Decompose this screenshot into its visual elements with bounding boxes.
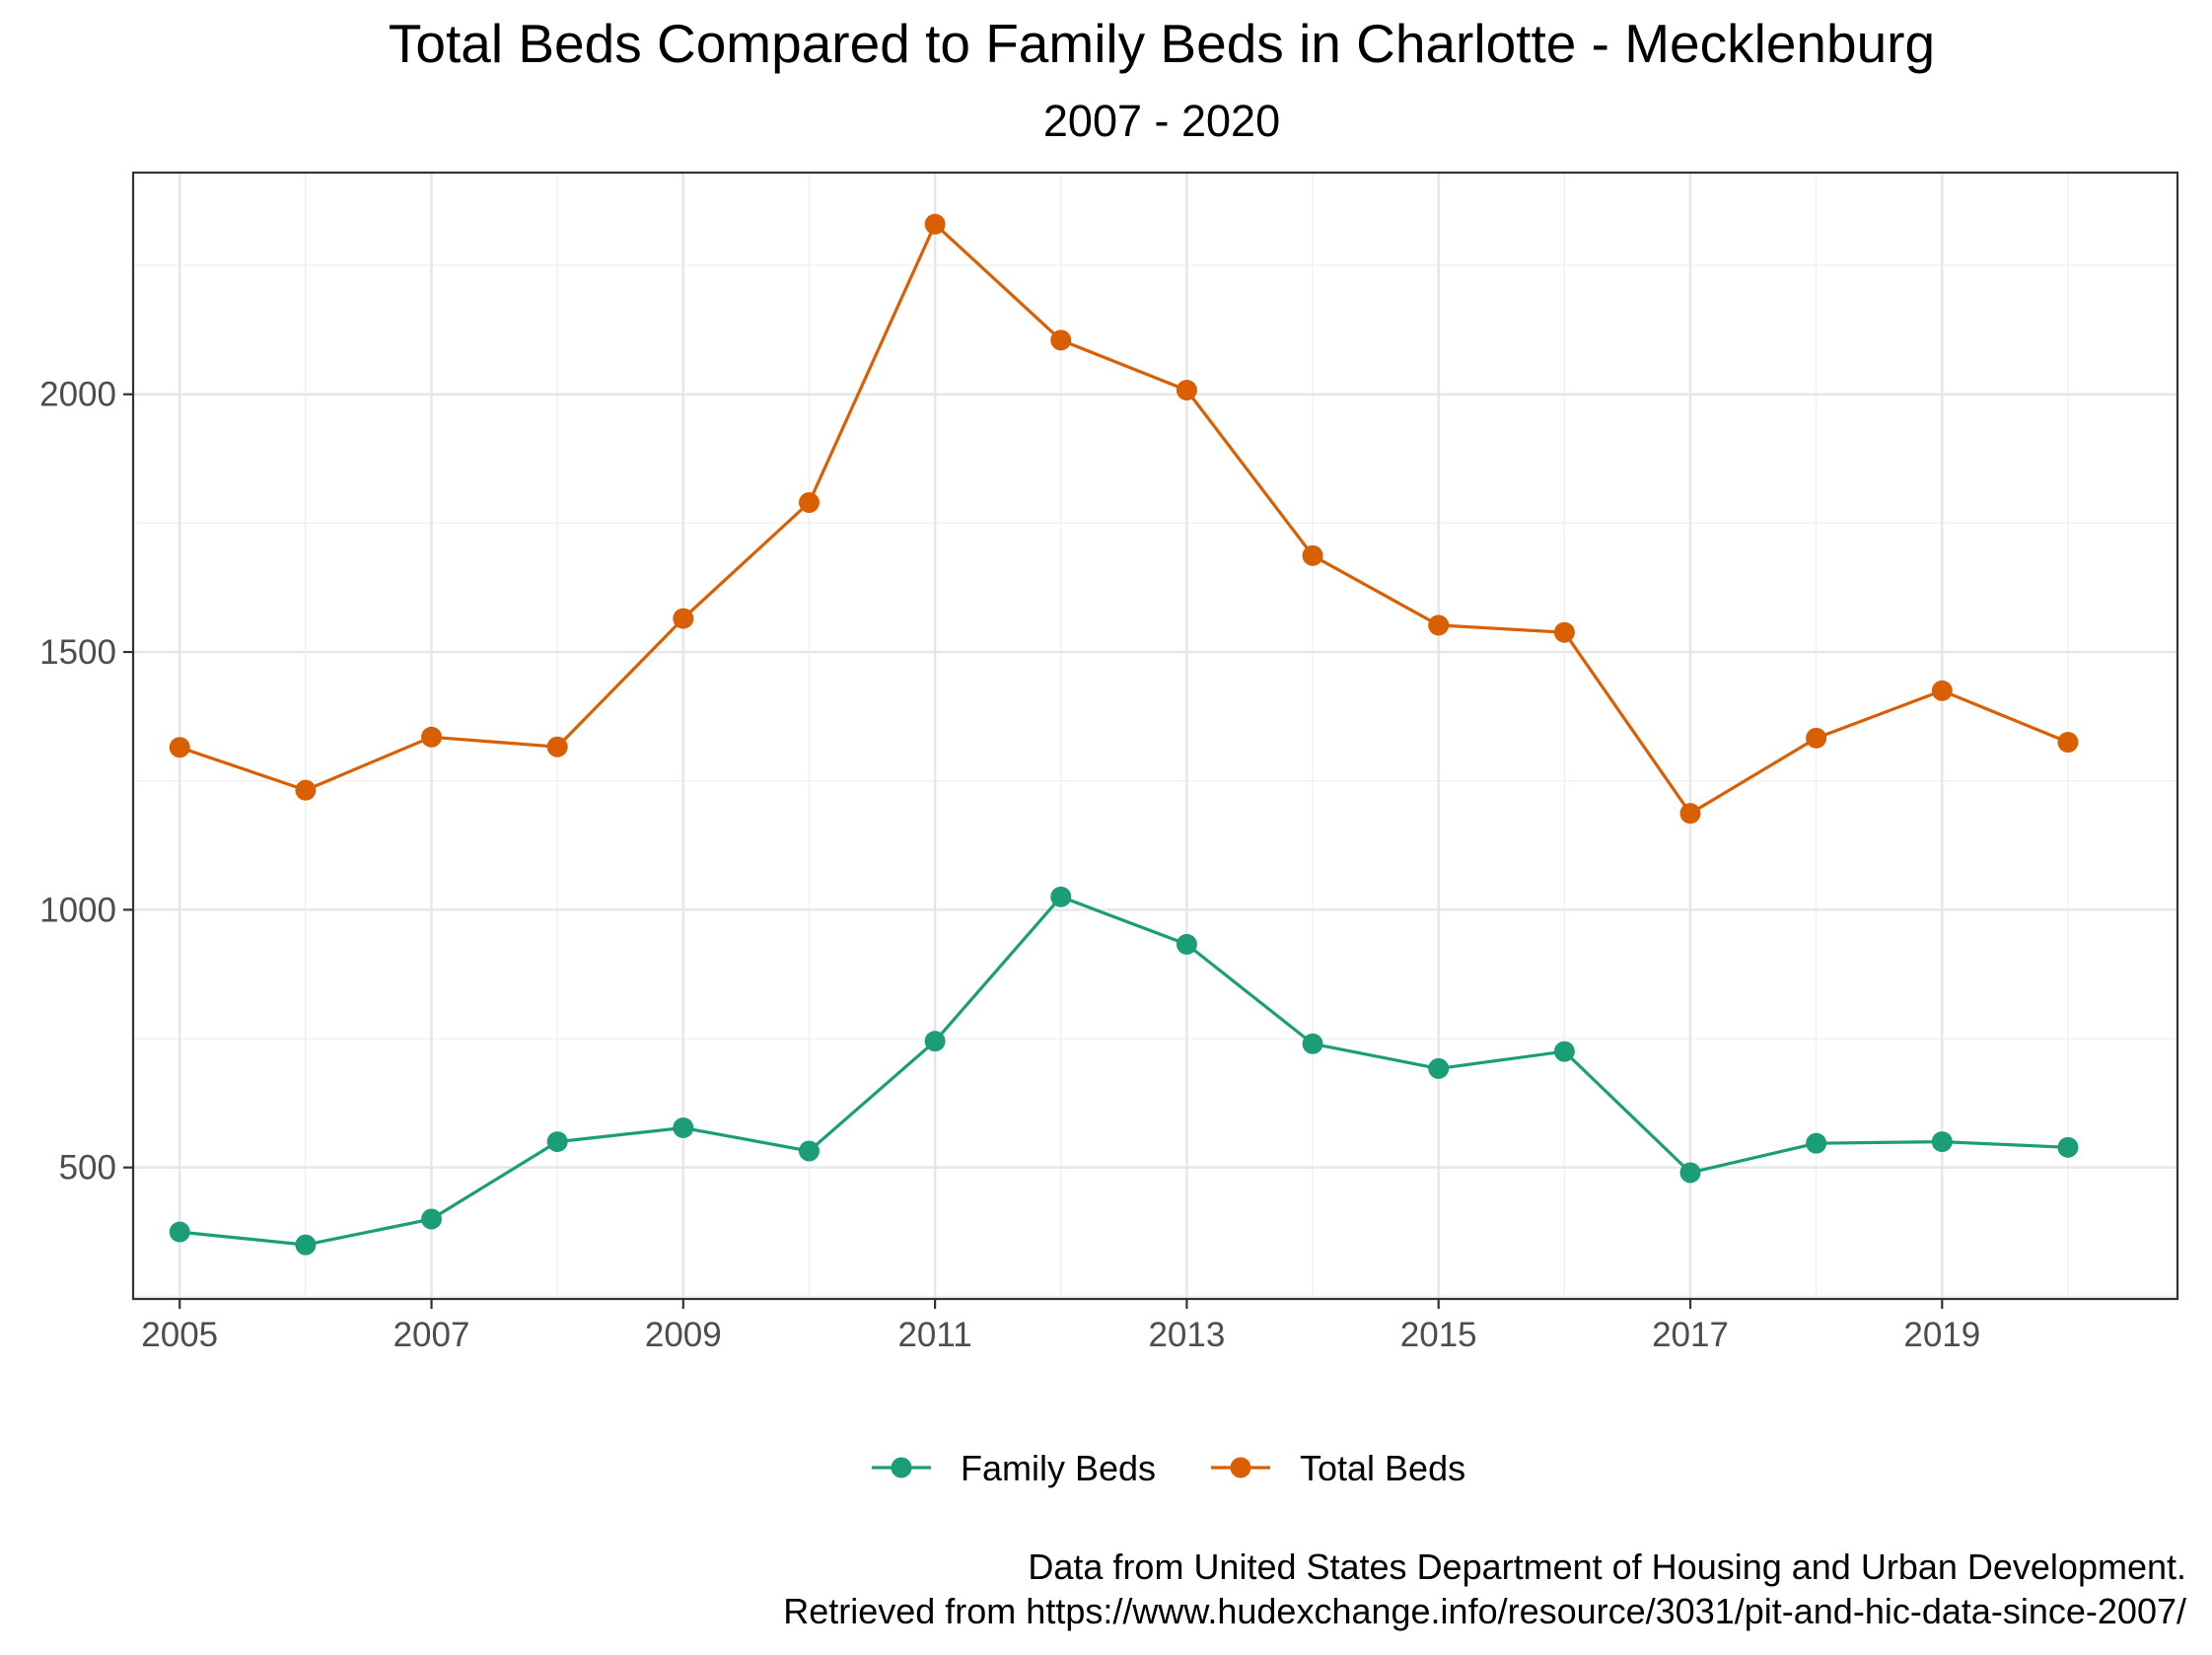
data-point-total-beds [295, 779, 317, 801]
data-point-family-beds [924, 1031, 946, 1052]
x-tick-label: 2005 [141, 1316, 218, 1354]
x-tick-label: 2017 [1652, 1316, 1729, 1354]
major-gridlines [133, 173, 2177, 1299]
data-point-family-beds [1806, 1132, 1827, 1154]
legend-item-total-beds: Total Beds [1211, 1448, 1465, 1488]
data-point-total-beds [1428, 614, 1450, 636]
chart-title: Total Beds Compared to Family Beds in Ch… [389, 13, 1935, 74]
series-family-beds [169, 886, 2079, 1256]
data-point-total-beds [1176, 380, 1197, 401]
y-tick-label: 1000 [39, 891, 116, 929]
legend-label: Total Beds [1300, 1448, 1465, 1488]
data-point-total-beds [1679, 803, 1701, 825]
data-point-family-beds [1679, 1162, 1701, 1184]
x-tick-label: 2009 [645, 1316, 722, 1354]
data-point-family-beds [295, 1234, 317, 1256]
data-point-family-beds [546, 1131, 568, 1153]
caption-line-1: Data from United States Department of Ho… [1028, 1547, 2186, 1587]
data-point-total-beds [169, 737, 190, 758]
data-point-family-beds [1050, 886, 1072, 907]
legend-item-family-beds: Family Beds [872, 1448, 1156, 1488]
legend-label: Family Beds [961, 1448, 1156, 1488]
data-point-total-beds [924, 213, 946, 235]
data-point-family-beds [2057, 1136, 2079, 1158]
x-tick-label: 2011 [897, 1316, 971, 1354]
data-point-total-beds [1931, 680, 1953, 701]
legend-key-point [1230, 1457, 1251, 1478]
legend: Family Beds Total Beds [872, 1448, 1465, 1488]
data-point-family-beds [1931, 1131, 1953, 1153]
data-point-total-beds [421, 726, 443, 748]
data-point-total-beds [673, 608, 694, 629]
data-point-family-beds [1176, 933, 1197, 955]
x-tick-label: 2013 [1148, 1316, 1225, 1354]
data-point-family-beds [169, 1221, 190, 1243]
y-tick-label: 2000 [39, 376, 116, 414]
y-tick-label: 1500 [39, 633, 116, 672]
data-point-total-beds [1553, 621, 1575, 643]
series-total-beds [169, 213, 2079, 825]
x-tick-label: 2015 [1400, 1316, 1477, 1354]
data-point-family-beds [1553, 1041, 1575, 1062]
data-point-total-beds [1806, 727, 1827, 749]
caption-line-2: Retrieved from https://www.hudexchange.i… [783, 1591, 2186, 1631]
data-point-family-beds [798, 1140, 820, 1162]
plot-border [131, 171, 2179, 1301]
x-tick-label: 2007 [393, 1316, 470, 1354]
data-point-family-beds [1302, 1033, 1323, 1054]
x-axis: 2005 2007 2009 2011 2013 2015 2017 2019 [141, 1299, 1980, 1354]
x-tick-label: 2019 [1903, 1316, 1980, 1354]
y-tick-label: 500 [59, 1149, 116, 1187]
data-point-total-beds [1050, 329, 1072, 351]
data-point-family-beds [421, 1208, 443, 1230]
legend-key-point [891, 1457, 912, 1478]
y-axis: 500 1000 1500 2000 [39, 376, 133, 1187]
data-point-total-beds [798, 491, 820, 513]
data-point-family-beds [1428, 1057, 1450, 1079]
data-point-total-beds [1302, 544, 1323, 566]
chart-subtitle: 2007 - 2020 [1043, 96, 1280, 146]
series-layer [169, 213, 2079, 1256]
data-point-total-beds [546, 736, 568, 757]
series-line-total-beds [178, 222, 2069, 816]
data-point-total-beds [2057, 732, 2079, 754]
data-point-family-beds [673, 1116, 694, 1138]
series-line-family-beds [179, 895, 2068, 1247]
